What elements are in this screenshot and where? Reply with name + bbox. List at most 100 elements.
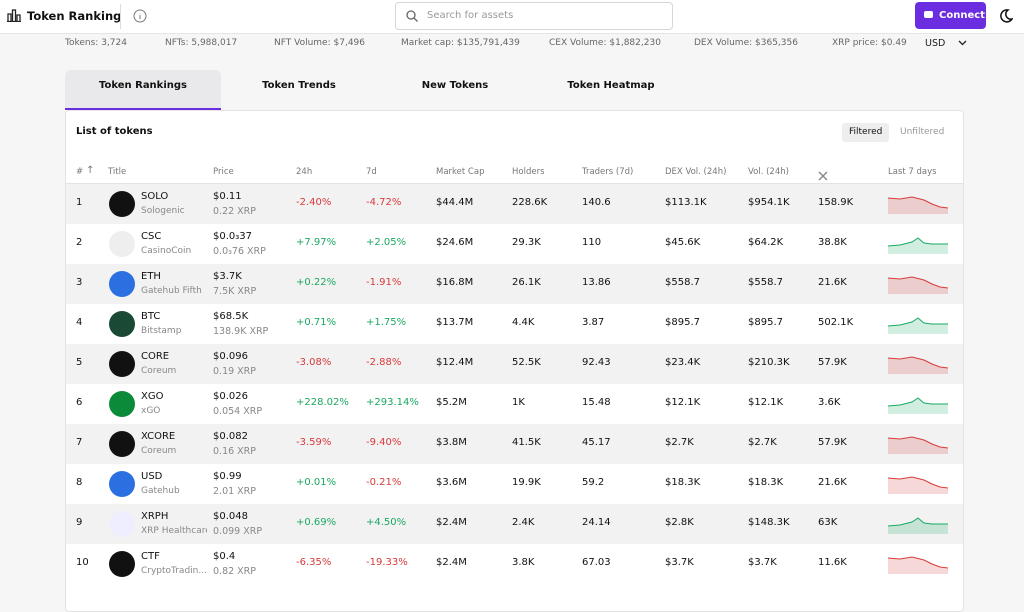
tab[interactable]: New Tokens: [421, 80, 489, 91]
stat-label: CEX Volume:: [549, 38, 607, 48]
stat: NFTs: 5,988,017: [165, 38, 237, 48]
token-name: CryptoTradin...: [141, 566, 207, 576]
change-24h: +0.69%: [296, 517, 337, 528]
filter-unfiltered[interactable]: Unfiltered: [900, 127, 945, 137]
token-icon: [109, 511, 135, 537]
cell: 26.1K: [512, 277, 541, 288]
cell: 63K: [818, 517, 838, 528]
token-icon: [109, 191, 135, 217]
info-icon[interactable]: [133, 9, 147, 23]
stat-value: 5,988,017: [191, 38, 238, 48]
rank: 1: [76, 197, 83, 208]
tab[interactable]: Token Heatmap: [567, 80, 655, 91]
divider: [120, 4, 121, 29]
price-xrp: 0.0₃76 XRP: [213, 246, 266, 257]
cell: $148.3K: [748, 517, 790, 528]
currency: USD: [925, 38, 946, 49]
cell: 2.4K: [512, 517, 535, 528]
symbol: XCORE: [141, 431, 176, 442]
stat-value: 3,724: [101, 38, 127, 48]
symbol: ETH: [141, 271, 161, 282]
cell: 13.86: [582, 277, 611, 288]
sparkline: [887, 194, 949, 218]
tab-indicator: [65, 108, 221, 110]
stat-value: $0.49: [881, 38, 907, 48]
token-name: CasinoCoin: [141, 246, 192, 256]
price-xrp: 0.16 XRP: [213, 446, 257, 457]
cell: 57.9K: [818, 357, 847, 368]
rank: 4: [76, 317, 83, 328]
rank: 5: [76, 357, 83, 368]
price: $0.096: [213, 351, 248, 362]
change-24h: +0.01%: [296, 477, 337, 488]
logo: [7, 9, 21, 22]
stat: CEX Volume: $1,882,230: [549, 38, 661, 48]
search-placeholder: Search for assets: [427, 10, 514, 21]
row-bg[interactable]: [66, 344, 963, 384]
row-bg[interactable]: [66, 544, 963, 584]
cell: $2.8K: [665, 517, 694, 528]
token-icon: [109, 311, 135, 337]
cell: 3.87: [582, 317, 605, 328]
row-bg[interactable]: [66, 504, 963, 544]
cell: $64.2K: [748, 237, 784, 248]
change-7d: -0.21%: [366, 477, 402, 488]
cell: 59.2: [582, 477, 605, 488]
cell: 67.03: [582, 557, 611, 568]
filter-filtered[interactable]: Filtered: [849, 127, 883, 137]
stat-label: Market cap:: [401, 38, 455, 48]
price-xrp: 0.099 XRP: [213, 526, 263, 537]
symbol: CORE: [141, 351, 170, 362]
price: $0.11: [213, 191, 242, 202]
row-bg[interactable]: [66, 264, 963, 304]
column-header: 24h: [296, 167, 313, 177]
cell: $3.7K: [748, 557, 777, 568]
cell: $16.8M: [436, 277, 474, 288]
price: $68.5K: [213, 311, 249, 322]
change-24h: +0.71%: [296, 317, 337, 328]
change-7d: +4.50%: [366, 517, 407, 528]
cell: $113.1K: [665, 197, 707, 208]
token-icon: [109, 471, 135, 497]
price: $0.4: [213, 551, 236, 562]
token-name: Coreum: [141, 446, 177, 456]
cell: 3.6K: [818, 397, 841, 408]
cell: $18.3K: [748, 477, 784, 488]
cell: $24.6M: [436, 237, 474, 248]
row-bg[interactable]: [66, 384, 963, 424]
price: $0.048: [213, 511, 248, 522]
row-bg[interactable]: [66, 184, 963, 224]
token-name: XRP Healthcare: [141, 526, 207, 536]
price-xrp: 138.9K XRP: [213, 326, 269, 337]
stat-label: XRP price:: [832, 38, 879, 48]
cell: 52.5K: [512, 357, 541, 368]
sparkline: [887, 514, 948, 538]
row-bg[interactable]: [66, 304, 963, 344]
tab[interactable]: Token Trends: [262, 80, 336, 91]
stat: XRP price: $0.49: [832, 38, 907, 48]
sparkline: [887, 434, 949, 458]
cell: $3.6M: [436, 477, 467, 488]
theme-toggle[interactable]: [999, 9, 1013, 23]
cell: 1K: [512, 397, 525, 408]
connect-button[interactable]: Connect: [915, 2, 986, 29]
sparkline: [887, 554, 949, 578]
column-header: Vol. (24h): [748, 167, 789, 177]
change-24h: -6.35%: [296, 557, 332, 568]
sparkline: [887, 354, 949, 378]
search-icon: [406, 10, 418, 22]
search-box[interactable]: Search for assets: [395, 2, 673, 30]
column-header: DEX Vol. (24h): [665, 167, 727, 177]
price-xrp: 0.054 XRP: [213, 406, 263, 417]
row-bg[interactable]: [66, 424, 963, 464]
symbol: USD: [141, 471, 163, 482]
tab[interactable]: Token Rankings: [65, 70, 221, 108]
cell: $18.3K: [665, 477, 701, 488]
row-bg[interactable]: [66, 464, 963, 504]
cell: $558.7: [748, 277, 783, 288]
cell: $2.7K: [665, 437, 694, 448]
token-icon: [109, 391, 135, 417]
cell: $895.7: [748, 317, 783, 328]
currency-select[interactable]: USD: [925, 38, 967, 49]
row-bg[interactable]: [66, 224, 963, 264]
